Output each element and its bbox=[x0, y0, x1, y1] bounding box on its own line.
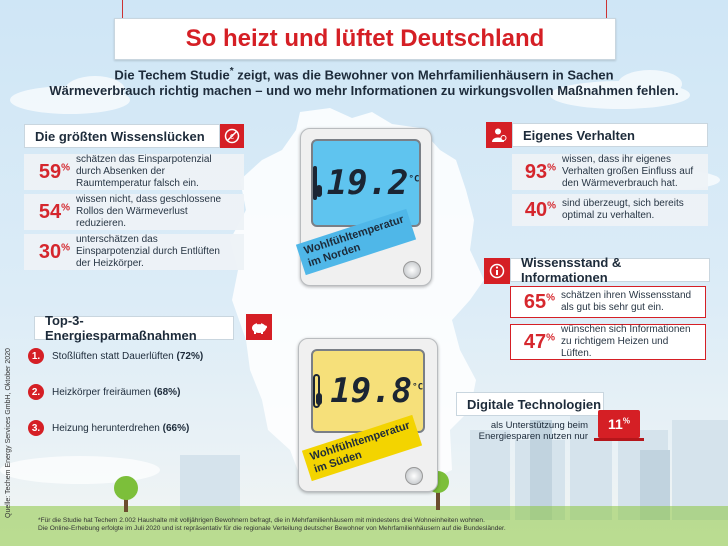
knowledge-info-stat-1: 65% schätzen ihren Wissensstand als gut … bbox=[510, 286, 706, 318]
stat-value: 59 bbox=[38, 160, 62, 183]
temperature-value: 19.8 bbox=[330, 371, 413, 411]
top3-value: (68%) bbox=[153, 386, 181, 398]
stat-text: wissen, dass ihr eigenes Verhalten große… bbox=[562, 154, 694, 189]
own-behaviour-stat-2: 40% sind überzeugt, sich bereits optimal… bbox=[512, 194, 708, 226]
digital-unit: % bbox=[622, 416, 630, 426]
stat-text: wissen nicht, dass geschlossene Rollos d… bbox=[76, 194, 222, 229]
intro-line1-a: Die Techem Studie bbox=[114, 67, 230, 83]
laptop-icon: 11% bbox=[598, 410, 640, 438]
intro-text: Die Techem Studie* zeigt, was die Bewohn… bbox=[0, 64, 728, 99]
stat-unit: % bbox=[61, 241, 70, 253]
stat-unit: % bbox=[547, 199, 556, 211]
knowledge-gap-stat-2: 54% wissen nicht, dass geschlossene Roll… bbox=[24, 194, 244, 230]
top3-title-text: Top-3-Energiesparmaßnahmen bbox=[45, 313, 197, 343]
thermometer-icon bbox=[313, 374, 323, 408]
info-icon bbox=[484, 258, 510, 284]
page-title: So heizt und lüftet Deutschland bbox=[185, 25, 545, 52]
top3-item-3: 3. Heizung herunterdrehen (66%) bbox=[28, 420, 189, 436]
footnote-line1: *Für die Studie hat Techem 2.002 Haushal… bbox=[38, 517, 485, 524]
top3-number: 2. bbox=[28, 384, 44, 400]
hanger-line-left bbox=[122, 0, 123, 22]
top3-number: 3. bbox=[28, 420, 44, 436]
stat-text: wünschen sich Informationen zu richtigem… bbox=[561, 324, 691, 359]
stat-text: unterschätzen das Einsparpotenzial durch… bbox=[76, 234, 220, 269]
digital-value: 11 bbox=[608, 416, 623, 432]
stat-unit: % bbox=[61, 161, 70, 173]
digital-text: als Unterstützung beim Energiesparen nut… bbox=[478, 420, 588, 442]
top3-list: 1. Stoßlüften statt Dauerlüften (72%) 2.… bbox=[26, 340, 246, 444]
stat-unit: % bbox=[546, 331, 555, 343]
source-text: Quelle: Techem Energy Services GmbH, Okt… bbox=[5, 348, 12, 518]
temperature-value: 19.2 bbox=[326, 163, 409, 203]
intro-line2: Wärmeverbrauch richtig machen – und wo m… bbox=[49, 83, 679, 99]
top3-text: Heizung herunterdrehen bbox=[52, 422, 163, 434]
knowledge-info-stat-2: 47% wünschen sich Informationen zu richt… bbox=[510, 324, 706, 360]
thermostat-knob bbox=[403, 261, 421, 279]
stat-value: 30 bbox=[38, 240, 62, 263]
knowledge-info-title-text: Wissensstand & Informationen bbox=[521, 255, 622, 285]
knowledge-gaps-title-text: Die größten Wissenslücken bbox=[35, 128, 205, 144]
piggy-bank-icon bbox=[246, 314, 272, 340]
top3-number: 1. bbox=[28, 348, 44, 364]
footnote: *Für die Studie hat Techem 2.002 Haushal… bbox=[38, 517, 506, 533]
footnote-line2: Die Online-Erhebung erfolgte im Juli 202… bbox=[38, 525, 506, 532]
thermostat-knob bbox=[405, 467, 423, 485]
own-behaviour-stat-1: 93% wissen, dass ihr eigenes Verhalten g… bbox=[512, 154, 708, 190]
knowledge-gap-stat-3: 30% unterschätzen das Einsparpotenzial d… bbox=[24, 234, 244, 270]
stat-value: 93 bbox=[524, 160, 548, 183]
svg-text:€: € bbox=[230, 134, 234, 141]
stat-text: sind überzeugt, sich bereits optimal zu … bbox=[562, 198, 684, 221]
no-savings-icon: € bbox=[220, 124, 244, 148]
knowledge-gap-stat-1: 59% schätzen das Einsparpotenzial durch … bbox=[24, 154, 244, 190]
stat-unit: % bbox=[61, 201, 70, 213]
intro-line1-b: zeigt, was die Bewohner von Mehrfamilien… bbox=[233, 67, 614, 83]
stat-value: 47 bbox=[523, 330, 547, 353]
top3-item-1: 1. Stoßlüften statt Dauerlüften (72%) bbox=[28, 348, 203, 364]
top3-title: Top-3-Energiesparmaßnahmen bbox=[34, 313, 234, 343]
knowledge-info-title: Wissensstand & Informationen bbox=[510, 255, 710, 285]
own-behaviour-title: Eigenes Verhalten bbox=[512, 123, 708, 147]
intro-star: * bbox=[229, 66, 234, 77]
title-banner: So heizt und lüftet Deutschland bbox=[114, 18, 616, 60]
thermometer-icon bbox=[312, 166, 322, 200]
source-note: Quelle: Techem Energy Services GmbH, Okt… bbox=[5, 338, 15, 518]
top3-text: Stoßlüften statt Dauerlüften bbox=[52, 350, 177, 362]
person-icon bbox=[486, 122, 512, 148]
own-behaviour-title-text: Eigenes Verhalten bbox=[523, 127, 635, 143]
stat-unit: % bbox=[546, 291, 555, 303]
digital-title: Digitale Technologien bbox=[456, 392, 604, 416]
digital-title-text: Digitale Technologien bbox=[467, 396, 602, 412]
stat-value: 65 bbox=[523, 290, 547, 313]
hanger-line-right bbox=[606, 0, 607, 22]
stat-unit: % bbox=[547, 161, 556, 173]
top3-value: (72%) bbox=[176, 350, 204, 362]
top3-value: (66%) bbox=[162, 422, 190, 434]
temperature-unit: °C bbox=[412, 382, 423, 393]
top3-text: Heizkörper freiräumen bbox=[52, 386, 154, 398]
stat-text: schätzen ihren Wissensstand als gut bis … bbox=[561, 290, 692, 313]
knowledge-gaps-title: Die größten Wissenslücken bbox=[24, 124, 220, 148]
stat-value: 54 bbox=[38, 200, 62, 223]
laptop-base bbox=[594, 438, 644, 441]
top3-item-2: 2. Heizkörper freiräumen (68%) bbox=[28, 384, 180, 400]
thermostat-north-display: 19.2°C bbox=[311, 139, 421, 227]
stat-value: 40 bbox=[524, 198, 548, 221]
temperature-unit: °C bbox=[408, 174, 420, 185]
stat-text: schätzen das Einsparpotenzial durch Abse… bbox=[76, 154, 212, 189]
thermostat-south: 19.8°C bbox=[298, 338, 438, 492]
